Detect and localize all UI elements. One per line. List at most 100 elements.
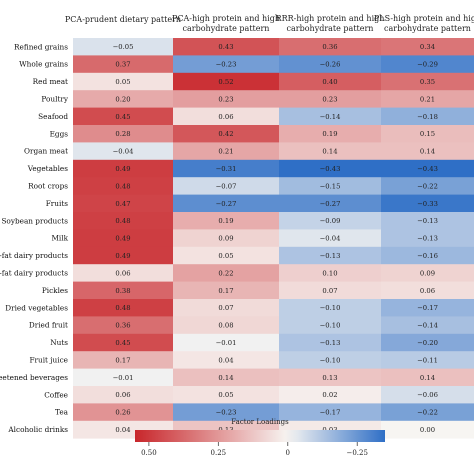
cell-value-label: 0.48	[115, 182, 130, 190]
heatmap-cell	[381, 351, 474, 369]
cell-value-label: 0.23	[322, 95, 337, 103]
cell-value-label: 0.26	[115, 409, 130, 417]
heatmap-cell	[173, 90, 279, 108]
cell-value-label: −0.31	[216, 165, 237, 173]
heatmap-cell	[173, 177, 279, 195]
column-header: PCA-prudent dietary pattern	[65, 15, 181, 24]
heatmap-cell	[279, 351, 381, 369]
cell-value-label: 0.48	[115, 217, 130, 225]
cell-value-label: −0.09	[320, 217, 341, 225]
legend-tick-label: 0.50	[141, 449, 157, 457]
row-label: Nuts	[50, 338, 68, 347]
cell-value-label: 0.02	[322, 391, 337, 399]
heatmap-cell	[381, 159, 474, 178]
heatmap-cell	[381, 333, 474, 352]
cell-value-label: 0.36	[115, 322, 130, 330]
heatmap-cell	[279, 229, 381, 248]
cell-value-label: −0.17	[320, 409, 341, 417]
heatmap-cell	[381, 264, 474, 282]
heatmap-cell	[173, 194, 279, 213]
heatmap-cell	[279, 299, 381, 317]
cell-value-label: 0.15	[420, 130, 435, 138]
heatmap-cell	[279, 333, 381, 352]
cell-value-label: 0.20	[115, 95, 130, 103]
column-header-line: carbohydrate pattern	[287, 24, 374, 33]
cell-value-label: 0.10	[322, 269, 337, 277]
heatmap-cell	[173, 159, 279, 178]
legend-tick-label: 0.25	[211, 449, 227, 457]
heatmap-cell	[279, 194, 381, 213]
heatmap-cell	[173, 403, 279, 422]
cell-value-label: 0.34	[420, 43, 435, 51]
heatmap-cell	[381, 55, 474, 74]
heatmap-cell	[279, 177, 381, 195]
column-header-line: RRR-high protein and high	[276, 14, 385, 23]
column-header-line: PCA-high protein and high	[172, 14, 280, 23]
heatmap-cell	[173, 107, 279, 126]
row-label: Milk	[51, 234, 68, 243]
heatmap-cell	[173, 229, 279, 248]
heatmap-cell	[381, 316, 474, 335]
row-label: Pickles	[42, 286, 68, 295]
cell-value-label: −0.13	[417, 217, 438, 225]
heatmap-cell	[73, 246, 173, 265]
heatmap-cell	[73, 38, 173, 56]
cell-value-label: −0.06	[417, 391, 438, 399]
cell-value-label: 0.17	[115, 356, 130, 364]
heatmap-cell	[73, 72, 173, 91]
cell-value-label: 0.22	[218, 269, 233, 277]
cell-value-label: −0.17	[417, 304, 438, 312]
heatmap-cell	[73, 281, 173, 300]
cell-value-label: −0.43	[320, 165, 341, 173]
cell-value-label: 0.40	[322, 78, 337, 86]
heatmap-cell	[279, 142, 381, 161]
cell-value-label: 0.09	[218, 235, 233, 243]
cell-value-label: −0.20	[417, 339, 438, 347]
cell-value-label: 0.21	[420, 95, 435, 103]
cell-value-label: 0.17	[218, 287, 233, 295]
cell-value-label: 0.05	[218, 252, 233, 260]
heatmap-cell	[173, 125, 279, 143]
heatmap-cell	[173, 246, 279, 265]
cell-value-label: 0.49	[115, 165, 130, 173]
heatmap-cell	[173, 142, 279, 161]
heatmap-cell	[381, 299, 474, 317]
cell-value-label: −0.10	[320, 356, 341, 364]
heatmap-cell	[279, 316, 381, 335]
row-label: Dried vegetables	[5, 303, 68, 312]
cell-value-label: 0.28	[115, 130, 130, 138]
heatmap-cell	[73, 159, 173, 178]
heatmap-cell	[279, 386, 381, 404]
cell-value-label: −0.13	[320, 339, 341, 347]
cell-value-label: 0.06	[115, 269, 130, 277]
column-header: PCA-high protein and high carbohydrate pa…	[172, 14, 280, 33]
heatmap-cell	[381, 212, 474, 230]
row-label: Poultry	[41, 95, 68, 104]
heatmap-cell	[73, 299, 173, 317]
cell-value-label: 0.43	[218, 43, 233, 51]
cell-value-label: 0.45	[115, 113, 130, 121]
cell-value-label: 0.19	[322, 130, 337, 138]
heatmap-cell	[279, 107, 381, 126]
cell-value-label: −0.10	[320, 322, 341, 330]
heatmap-cell	[381, 90, 474, 108]
row-label: Coffee	[44, 390, 68, 399]
row-label: Fruit juice	[29, 356, 68, 365]
heatmap-cell	[173, 386, 279, 404]
heatmap-cell	[173, 351, 279, 369]
cell-value-label: −0.10	[320, 304, 341, 312]
row-label: Dried fruit	[29, 321, 68, 330]
heatmap-cell	[381, 107, 474, 126]
cell-value-label: 0.14	[420, 148, 435, 156]
cell-value-label: −0.27	[216, 200, 237, 208]
cell-value-label: −0.15	[320, 182, 341, 190]
cell-value-label: 0.45	[115, 339, 130, 347]
heatmap-cell	[279, 403, 381, 422]
heatmap-cell	[279, 281, 381, 300]
row-label: Refined grains	[14, 42, 68, 51]
row-label: Whole grains	[19, 60, 68, 69]
cell-value-label: 0.13	[322, 374, 337, 382]
cell-value-label: −0.13	[417, 235, 438, 243]
heatmap-cell	[73, 125, 173, 143]
heatmap-cell	[173, 281, 279, 300]
